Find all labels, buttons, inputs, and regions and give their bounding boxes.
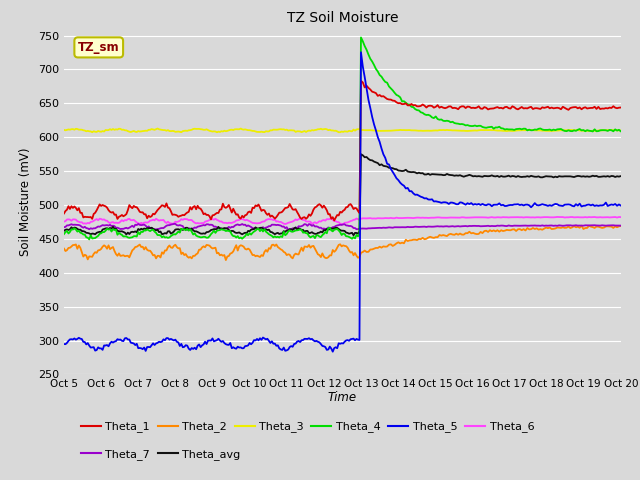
- Legend: Theta_7, Theta_avg: Theta_7, Theta_avg: [81, 449, 241, 460]
- Text: TZ_sm: TZ_sm: [78, 41, 120, 54]
- X-axis label: Time: Time: [328, 391, 357, 404]
- Y-axis label: Soil Moisture (mV): Soil Moisture (mV): [19, 147, 33, 256]
- Title: TZ Soil Moisture: TZ Soil Moisture: [287, 11, 398, 25]
